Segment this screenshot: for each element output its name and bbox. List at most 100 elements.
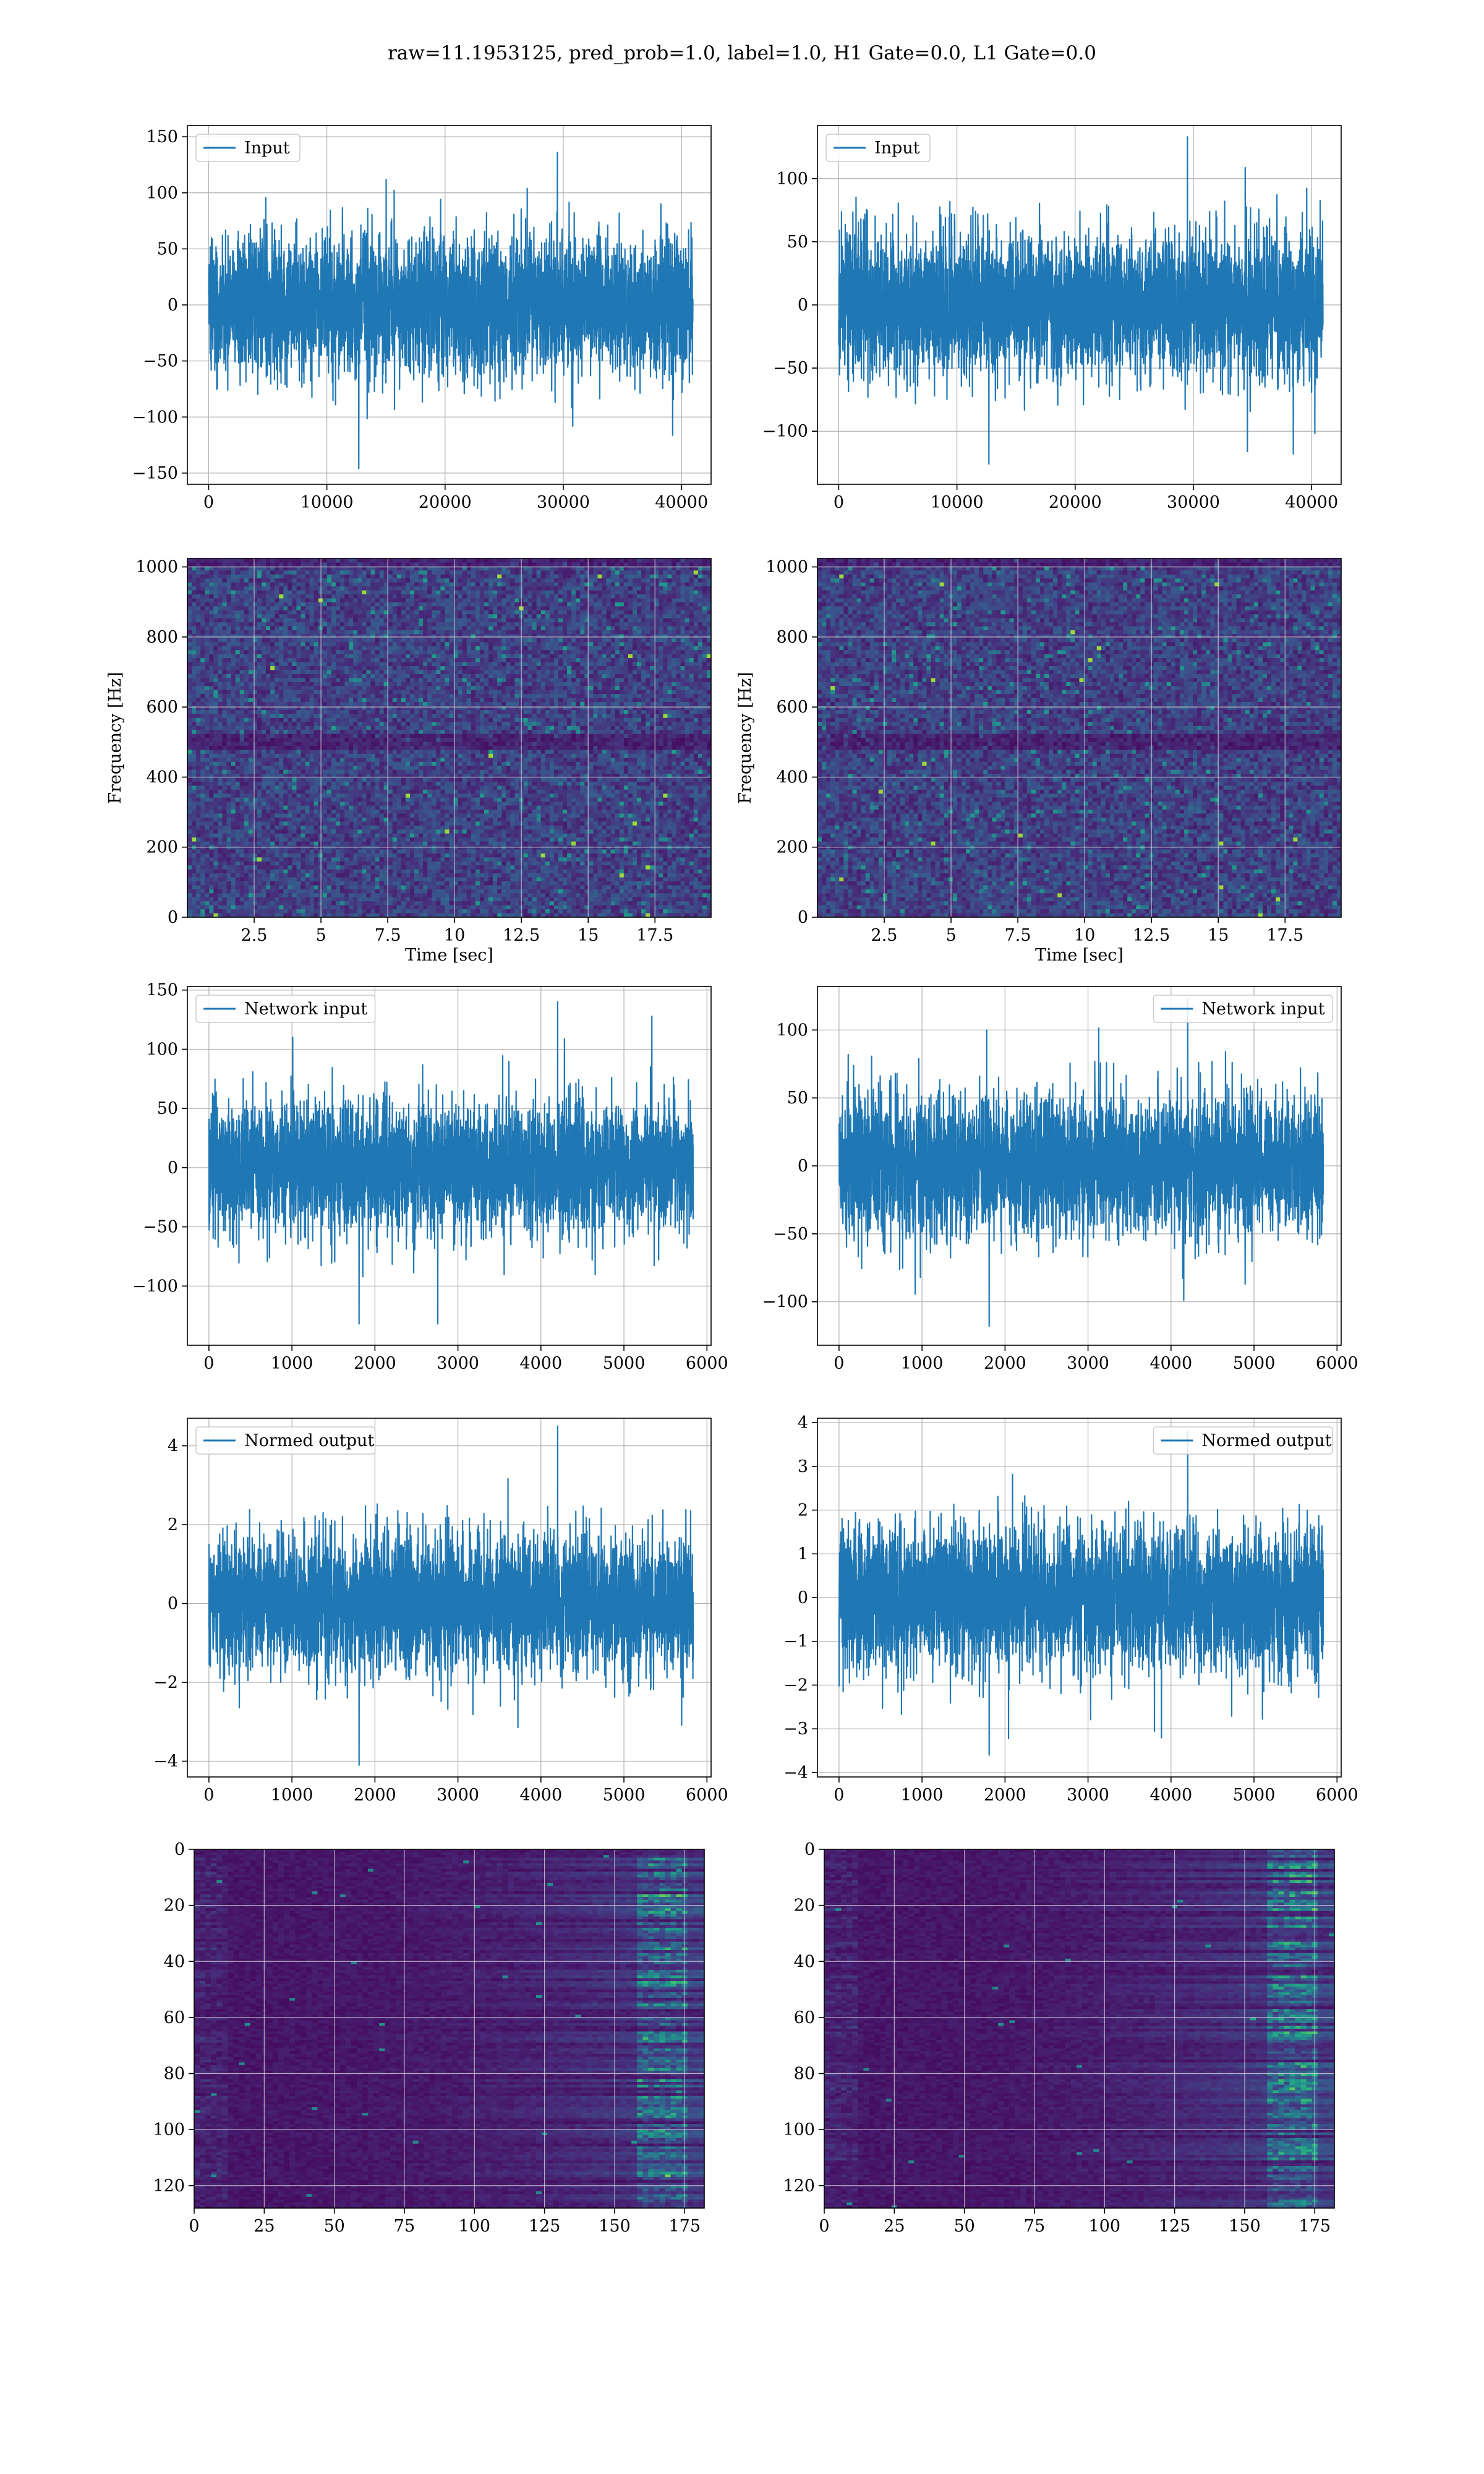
x-tick-label: 40000 bbox=[1285, 493, 1338, 512]
series-line-normed-output-l1 bbox=[838, 1431, 1324, 1756]
legend: Input bbox=[825, 134, 931, 162]
y-tick-label: 200 bbox=[146, 838, 178, 857]
y-tick-label: 400 bbox=[146, 768, 178, 787]
x-tick-label: 4000 bbox=[519, 1786, 562, 1805]
y-axis-label: Frequency [Hz] bbox=[106, 672, 125, 803]
legend-label: Network input bbox=[1201, 999, 1324, 1019]
y-tick-label: 60 bbox=[164, 2008, 185, 2027]
y-tick-label: −50 bbox=[773, 359, 808, 378]
x-tick-label: 125 bbox=[1159, 2217, 1191, 2236]
x-tick-label: 17.5 bbox=[636, 926, 673, 945]
x-tick-label: 3000 bbox=[437, 1786, 479, 1805]
legend: Network input bbox=[195, 995, 376, 1023]
legend: Input bbox=[195, 134, 301, 162]
legend-box bbox=[1153, 995, 1333, 1023]
series-line-input-l1 bbox=[838, 136, 1324, 465]
subplot-input-l1: 0 10000 20000 30000 40000 −100 −50 0 50 100 Input bbox=[762, 125, 1342, 512]
x-tick-label: 4000 bbox=[1149, 1354, 1192, 1373]
legend-box bbox=[195, 995, 376, 1023]
x-tick-label: 2000 bbox=[984, 1786, 1026, 1805]
y-tick-label: 1000 bbox=[765, 558, 808, 577]
x-tick-label: 100 bbox=[1089, 2217, 1121, 2236]
subplot-spectrogram-h1: 2.5 5 7.5 10 12.5 15 17.5 0 200 400 600 800 1000 Time… bbox=[106, 558, 712, 965]
x-tick-label: 5000 bbox=[603, 1354, 646, 1373]
x-tick-label: 0 bbox=[203, 493, 214, 512]
axes-frame bbox=[817, 558, 1342, 918]
y-tick-label: 20 bbox=[164, 1896, 185, 1915]
y-tick-label: 0 bbox=[168, 1158, 178, 1178]
y-tick-label: −100 bbox=[132, 1277, 178, 1296]
x-tick-label: 150 bbox=[599, 2217, 631, 2236]
legend-box bbox=[1153, 1426, 1333, 1455]
y-tick-label: 80 bbox=[164, 2065, 185, 2084]
x-tick-label: 4000 bbox=[519, 1354, 562, 1373]
subplot-network-input-l1: 0 1000 2000 3000 4000 5000 6000 −100 −50 0 50 100 Ne… bbox=[762, 986, 1358, 1373]
x-tick-label: 30000 bbox=[537, 493, 590, 512]
y-tick-label: −4 bbox=[153, 1752, 178, 1771]
subplot-spectrogram-l1: 2.5 5 7.5 10 12.5 15 17.5 0 200 400 600 800 1000 Time… bbox=[736, 558, 1342, 965]
x-tick-label: 5 bbox=[945, 926, 956, 945]
y-tick-label: 40 bbox=[794, 1952, 815, 1971]
x-tick-label: 0 bbox=[203, 1786, 214, 1805]
y-tick-label: 2 bbox=[168, 1515, 178, 1534]
y-tick-label: 0 bbox=[804, 1840, 815, 1859]
x-tick-label: 5000 bbox=[1233, 1786, 1276, 1805]
x-tick-label: 7.5 bbox=[375, 926, 401, 945]
x-tick-label: 0 bbox=[834, 493, 844, 512]
y-tick-label: 0 bbox=[798, 296, 808, 315]
x-axis-label: Time [sec] bbox=[405, 946, 493, 965]
x-tick-label: 10000 bbox=[301, 493, 354, 512]
y-tick-label: −100 bbox=[132, 408, 178, 427]
series-line-network-input-h1 bbox=[208, 1001, 694, 1325]
subplot-network-input-h1: 0 1000 2000 3000 4000 5000 6000 −100 −50 0 50 100 15… bbox=[132, 981, 728, 1373]
x-tick-label: 1000 bbox=[901, 1354, 944, 1373]
x-tick-label: 10000 bbox=[931, 493, 984, 512]
legend-box bbox=[195, 1426, 376, 1455]
subplot-input-h1: 0 10000 20000 30000 40000 −150 −100 −50 0 50 100 15… bbox=[132, 125, 712, 512]
x-tick-label: 2.5 bbox=[241, 926, 268, 945]
series-line-normed-output-h1 bbox=[208, 1425, 694, 1766]
x-tick-label: 25 bbox=[884, 2217, 905, 2236]
y-tick-label: 100 bbox=[146, 184, 178, 203]
y-tick-label: 120 bbox=[783, 2177, 815, 2196]
x-tick-label: 3000 bbox=[1067, 1786, 1109, 1805]
series-line-network-input-l1 bbox=[838, 998, 1324, 1327]
y-tick-label: −100 bbox=[762, 1293, 808, 1312]
y-tick-label: 50 bbox=[787, 1089, 808, 1108]
x-tick-label: 75 bbox=[394, 2217, 415, 2236]
y-axis-label: Frequency [Hz] bbox=[736, 672, 755, 803]
x-tick-label: 6000 bbox=[1316, 1354, 1358, 1373]
y-tick-label: −2 bbox=[783, 1676, 808, 1695]
y-tick-label: 50 bbox=[157, 1099, 178, 1118]
y-tick-label: 600 bbox=[146, 698, 178, 717]
y-tick-label: 800 bbox=[146, 628, 178, 647]
x-tick-label: 0 bbox=[189, 2217, 199, 2236]
x-tick-label: 10 bbox=[444, 926, 465, 945]
y-tick-label: −50 bbox=[143, 1218, 178, 1237]
legend-label: Normed output bbox=[244, 1431, 374, 1450]
y-tick-label: −150 bbox=[132, 464, 178, 483]
y-tick-label: 20 bbox=[794, 1896, 815, 1915]
x-tick-label: 7.5 bbox=[1005, 926, 1031, 945]
y-tick-label: 40 bbox=[164, 1952, 185, 1971]
x-tick-label: 6000 bbox=[686, 1786, 728, 1805]
heatmap-cells-activation-h1 bbox=[194, 1849, 704, 2208]
y-tick-label: 1000 bbox=[135, 558, 178, 577]
y-tick-label: 0 bbox=[798, 908, 808, 927]
legend: Normed output bbox=[1153, 1426, 1333, 1455]
y-tick-label: 100 bbox=[783, 2120, 815, 2139]
x-tick-label: 20000 bbox=[1049, 493, 1102, 512]
y-tick-label: 100 bbox=[146, 1040, 178, 1059]
y-tick-label: −4 bbox=[783, 1763, 808, 1783]
y-tick-label: 1 bbox=[798, 1544, 808, 1564]
y-tick-label: −50 bbox=[143, 352, 178, 371]
y-tick-label: 0 bbox=[798, 1588, 808, 1607]
x-tick-label: 17.5 bbox=[1266, 926, 1303, 945]
x-tick-label: 10 bbox=[1074, 926, 1095, 945]
y-tick-label: 3 bbox=[798, 1457, 808, 1476]
subplot-activation-h1: 0 25 50 75 100 125 150 175 0 20 40 60 80 100 120 bbox=[153, 1840, 705, 2236]
x-tick-label: 6000 bbox=[1316, 1786, 1358, 1805]
x-tick-label: 2000 bbox=[354, 1786, 396, 1805]
x-tick-label: 0 bbox=[834, 1786, 844, 1805]
legend-label: Normed output bbox=[1201, 1431, 1331, 1450]
